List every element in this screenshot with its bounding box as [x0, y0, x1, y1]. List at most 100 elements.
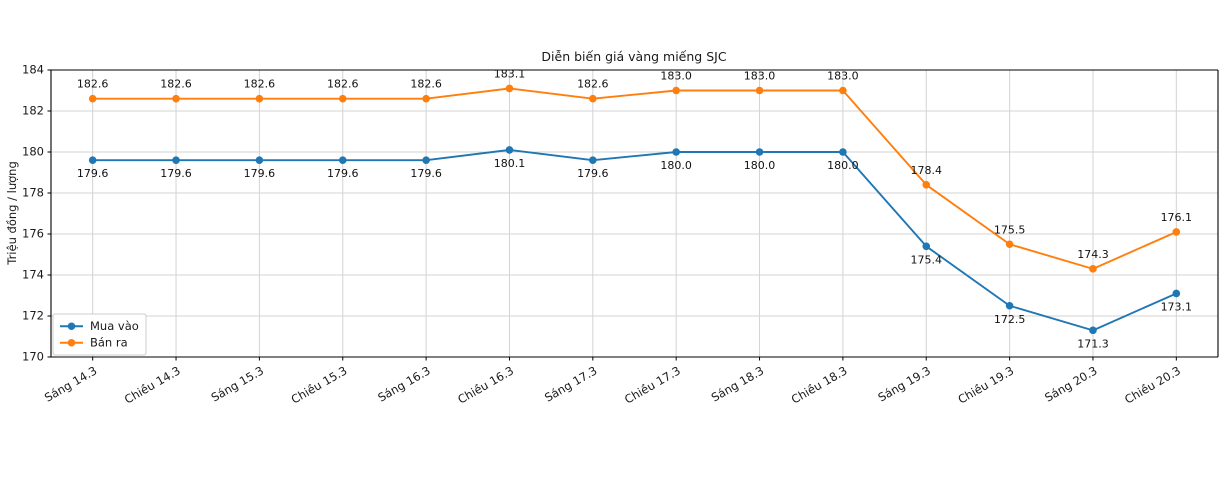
data-point[interactable] — [255, 156, 264, 164]
data-point-label: 175.5 — [994, 223, 1026, 236]
data-point[interactable] — [1005, 240, 1014, 249]
data-point[interactable] — [172, 94, 180, 103]
x-gridlines — [92, 70, 1177, 357]
legend-label: Bán ra — [90, 335, 128, 349]
legend-swatch-marker — [67, 322, 76, 331]
data-point-label: 182.6 — [77, 78, 109, 91]
data-point[interactable] — [839, 148, 847, 156]
data-point-label: 182.6 — [244, 78, 276, 91]
series-line — [91, 87, 1178, 270]
x-tick-label: Sáng 19.3 — [876, 363, 933, 404]
data-point-label: 183.1 — [494, 67, 526, 80]
x-tick-label: Chiều 16.3 — [455, 363, 516, 406]
x-tick-label: Sáng 20.3 — [1042, 363, 1099, 404]
x-tick-label: Chiều 19.3 — [955, 363, 1016, 406]
data-point-label: 180.0 — [827, 159, 859, 172]
series-1 — [88, 146, 1181, 335]
y-gridlines — [51, 69, 1218, 358]
data-point-label: 179.6 — [577, 167, 609, 180]
axis-spines — [50, 69, 1219, 358]
data-point[interactable] — [505, 84, 514, 93]
data-point-label: 183.0 — [660, 70, 692, 83]
data-point-label: 180.0 — [660, 159, 692, 172]
data-point[interactable] — [255, 94, 264, 103]
x-tick-label: Sáng 14.3 — [42, 363, 99, 404]
plot-area-background — [51, 70, 1218, 357]
data-point-label: 180.0 — [744, 159, 776, 172]
y-tick-label: 172 — [22, 309, 44, 323]
data-point[interactable] — [422, 156, 430, 164]
legend-label: Mua vào — [90, 319, 139, 333]
data-point-label: 179.6 — [327, 167, 359, 180]
x-tick-label: Sáng 15.3 — [209, 363, 266, 404]
data-point[interactable] — [1089, 265, 1097, 273]
data-labels-layer: 179.6 179.6 179.6 179.6 179.6 180.1 179.6 180.0… — [77, 67, 1192, 350]
y-tick-label: 184 — [22, 63, 44, 77]
chart-legend[interactable]: Mua vào Bán ra — [52, 313, 147, 356]
data-point[interactable] — [672, 148, 680, 156]
data-point-label: 173.1 — [1161, 300, 1193, 313]
data-point[interactable] — [755, 148, 764, 156]
data-point[interactable] — [338, 94, 347, 103]
data-point-label: 176.1 — [1161, 211, 1193, 224]
data-point-label: 182.6 — [410, 78, 442, 91]
data-point-label: 175.4 — [911, 253, 943, 266]
data-point[interactable] — [1172, 289, 1181, 298]
x-tick-label: Chiều 18.3 — [789, 363, 850, 406]
data-point-label: 183.0 — [744, 70, 776, 83]
data-point[interactable] — [422, 94, 430, 103]
x-tick-label: Sáng 16.3 — [375, 363, 432, 404]
data-point-label: 179.6 — [410, 167, 442, 180]
data-point-label: 178.4 — [911, 164, 943, 177]
series-layer — [88, 84, 1181, 335]
data-point[interactable] — [1089, 326, 1097, 335]
legend-swatch-marker — [67, 338, 76, 347]
data-point-label: 182.6 — [160, 78, 192, 91]
data-point[interactable] — [172, 156, 180, 164]
data-point[interactable] — [922, 242, 931, 251]
x-tick-label: Chiều 20.3 — [1122, 363, 1183, 406]
data-point[interactable] — [672, 86, 680, 95]
x-tick-label: Sáng 18.3 — [709, 363, 766, 404]
data-point[interactable] — [755, 86, 764, 95]
y-tick-label: 170 — [22, 350, 44, 364]
data-point-label: 182.6 — [327, 78, 359, 91]
data-point-label: 182.6 — [577, 78, 609, 91]
data-point[interactable] — [589, 156, 597, 164]
legend-box — [52, 313, 147, 356]
data-point[interactable] — [338, 156, 347, 164]
y-tick-label: 174 — [22, 268, 44, 282]
data-point-label: 171.3 — [1077, 337, 1109, 350]
y-tick-label: 176 — [22, 227, 44, 241]
data-point[interactable] — [88, 156, 97, 164]
series-line — [91, 148, 1178, 332]
y-axis-title: Triệu đồng / lượng — [5, 161, 19, 266]
data-point-label: 174.3 — [1077, 248, 1109, 261]
x-tick-label: Chiều 17.3 — [622, 363, 683, 406]
data-point-label: 179.6 — [160, 167, 192, 180]
y-tick-label: 180 — [22, 145, 44, 159]
data-point[interactable] — [88, 94, 97, 103]
x-axis-ticks: Sáng 14.3 Chiều 14.3 Sáng 15.3 Chiều 15.3 Sá… — [42, 357, 1183, 407]
data-point-label: 180.1 — [494, 157, 526, 170]
data-point-label: 183.0 — [827, 70, 859, 83]
data-point[interactable] — [589, 94, 597, 103]
x-tick-label: Sáng 17.3 — [542, 363, 599, 404]
chart-title: Diễn biến giá vàng miếng SJC — [541, 49, 726, 64]
data-point[interactable] — [1172, 228, 1181, 236]
y-tick-label: 178 — [22, 186, 44, 200]
series-2 — [88, 84, 1181, 273]
x-tick-label: Chiều 15.3 — [289, 363, 350, 406]
data-point-label: 179.6 — [244, 167, 276, 180]
data-point[interactable] — [922, 181, 931, 189]
data-point-label: 172.5 — [994, 313, 1026, 326]
data-point-label: 179.6 — [77, 167, 109, 180]
data-point[interactable] — [505, 146, 514, 154]
y-tick-label: 182 — [22, 104, 44, 118]
y-axis-ticks: 170 172 174 176 178 180 182 184 — [22, 63, 51, 364]
x-tick-label: Chiều 14.3 — [122, 363, 183, 406]
data-point[interactable] — [839, 86, 847, 95]
data-point[interactable] — [1005, 301, 1014, 310]
